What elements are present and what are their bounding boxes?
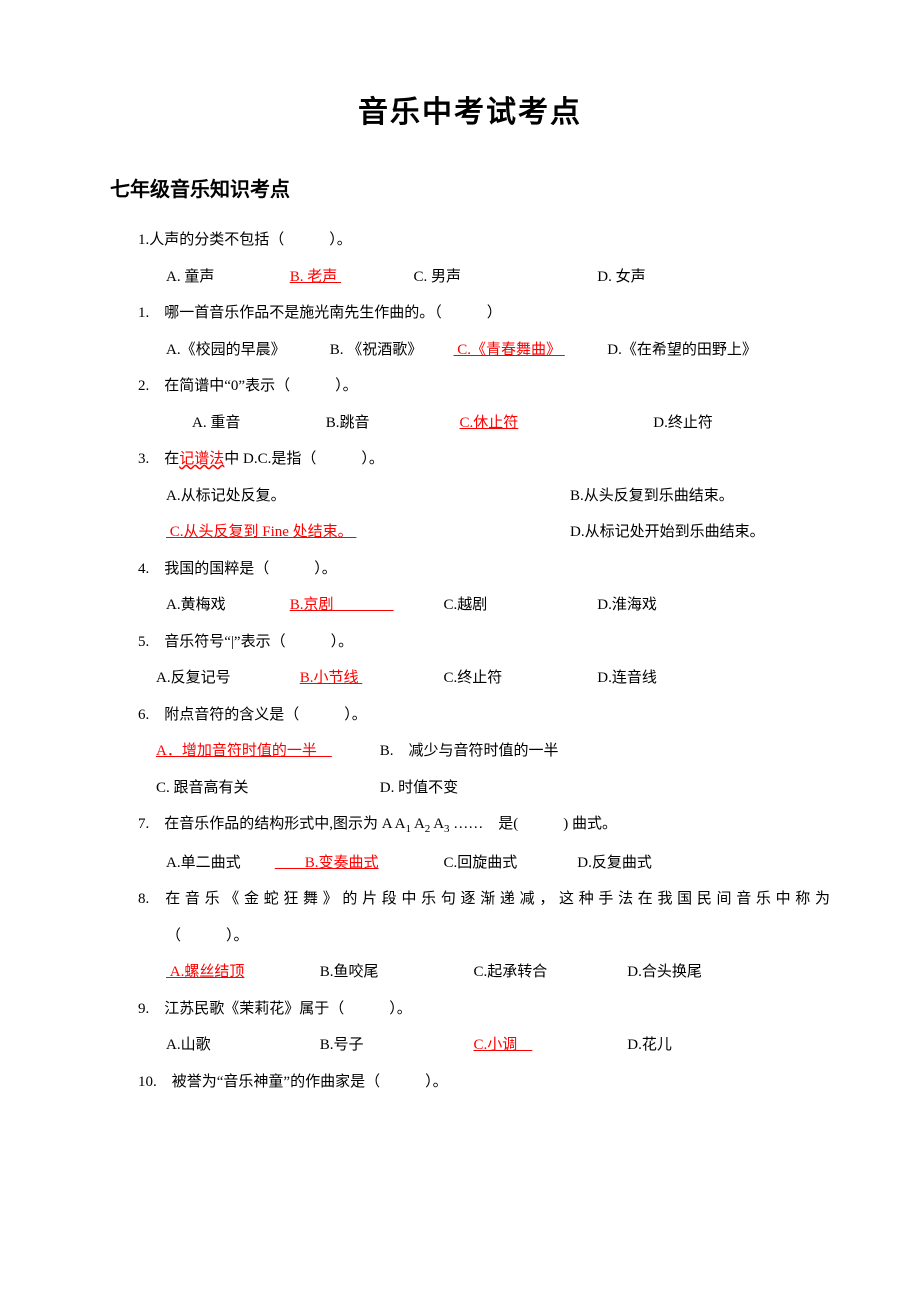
q1-b-answer: B. 老声: [290, 266, 410, 289]
q5-options: A.黄梅戏 B.京剧 C.越剧 D.淮海戏: [138, 594, 830, 617]
q10-options: A.山歌 B.号子 C.小调 D.花儿: [138, 1034, 830, 1057]
q8-m1: A: [411, 816, 425, 832]
q9-stem-l1: 8. 在 音 乐 《 金 蛇 狂 舞 》 的 片 段 中 乐 句 逐 渐 递 减…: [138, 888, 830, 911]
q8-m2: A: [430, 816, 444, 832]
q6-options: A.反复记号 B.小节线 C.终止符 D.连音线: [138, 667, 830, 690]
q9-a-answer: A.螺丝结顶: [166, 961, 316, 984]
q8-a: A.单二曲式: [166, 852, 271, 875]
q4-row1: A.从标记处反复。 B.从头反复到乐曲结束。: [138, 485, 830, 508]
q6-stem: 5. 音乐符号“|”表示（ ）。: [138, 631, 830, 654]
q7-a-answer: A．增加音符时值的一半: [156, 740, 376, 763]
q1-a: A. 童声: [166, 266, 286, 289]
q9-options: A.螺丝结顶 B.鱼咬尾 C.起承转合 D.合头换尾: [138, 961, 830, 984]
q8-b-answer: B.变奏曲式: [275, 852, 440, 875]
q10-a: A.山歌: [166, 1034, 316, 1057]
q4-link: 记谱法: [179, 451, 224, 467]
q5-a: A.黄梅戏: [166, 594, 286, 617]
q8-pre: 7. 在音乐作品的结构形式中,图示为 A A: [138, 816, 406, 832]
q10-c-answer: C.小调: [474, 1034, 624, 1057]
q11-stem: 10. 被誉为“音乐神童”的作曲家是（ ）。: [138, 1071, 830, 1094]
q8-stem: 7. 在音乐作品的结构形式中,图示为 A A1 A2 A3 …… 是( ) 曲式…: [138, 813, 830, 838]
q4-a: A.从标记处反复。: [166, 485, 486, 508]
q3-c-answer: C.休止符: [460, 412, 650, 435]
q4-b: B.从头反复到乐曲结束。: [570, 485, 830, 508]
q9-d: D.合头换尾: [627, 961, 702, 984]
q8-post: …… 是( ) 曲式。: [450, 816, 618, 832]
question-6: 5. 音乐符号“|”表示（ ）。 A.反复记号 B.小节线 C.终止符 D.连音…: [110, 631, 830, 690]
q4-row2: C.从头反复到 Fine 处结束。 D.从标记处开始到乐曲结束。: [138, 521, 830, 544]
question-8: 7. 在音乐作品的结构形式中,图示为 A A1 A2 A3 …… 是( ) 曲式…: [110, 813, 830, 874]
q1-stem: 1.人声的分类不包括（ ）。: [138, 229, 830, 252]
q5-c: C.越剧: [444, 594, 594, 617]
question-11: 10. 被誉为“音乐神童”的作曲家是（ ）。: [110, 1071, 830, 1094]
q5-d: D.淮海戏: [597, 594, 657, 617]
q7-c: C. 跟音高有关: [156, 777, 376, 800]
q9-stem-l2: （ ）。: [138, 925, 830, 948]
q8-options: A.单二曲式 B.变奏曲式 C.回旋曲式 D.反复曲式: [138, 852, 830, 875]
q2-stem: 1. 哪一首音乐作品不是施光南先生作曲的。（ ）: [138, 302, 830, 325]
question-2: 1. 哪一首音乐作品不是施光南先生作曲的。（ ） A.《校园的早晨》 B. 《祝…: [110, 302, 830, 361]
q5-stem: 4. 我国的国粹是（ ）。: [138, 558, 830, 581]
q7-d: D. 时值不变: [380, 777, 458, 800]
q4-stem: 3. 在记谱法中 D.C.是指（ ）。: [138, 448, 830, 471]
q7-row2: C. 跟音高有关 D. 时值不变: [138, 777, 830, 800]
q10-stem: 9. 江苏民歌《茉莉花》属于（ ）。: [138, 998, 830, 1021]
q1-options: A. 童声 B. 老声 C. 男声 D. 女声: [138, 266, 830, 289]
q4-post: 中 D.C.是指（ ）。: [224, 451, 384, 467]
q4-c-answer: C.从头反复到 Fine 处结束。: [166, 521, 486, 544]
q8-c: C.回旋曲式: [444, 852, 574, 875]
q7-b: B. 减少与音符时值的一半: [380, 740, 559, 763]
q2-b: B. 《祝酒歌》: [330, 339, 450, 362]
question-4: 3. 在记谱法中 D.C.是指（ ）。 A.从标记处反复。 B.从头反复到乐曲结…: [110, 448, 830, 544]
q4-d: D.从标记处开始到乐曲结束。: [570, 521, 830, 544]
q10-d: D.花儿: [627, 1034, 672, 1057]
q3-b: B.跳音: [326, 412, 456, 435]
q3-stem: 2. 在简谱中“0”表示（ ）。: [138, 375, 830, 398]
q2-options: A.《校园的早晨》 B. 《祝酒歌》 C.《青春舞曲》 D.《在希望的田野上》: [138, 339, 830, 362]
q3-d: D.终止符: [653, 412, 713, 435]
q3-a: A. 重音: [192, 412, 322, 435]
doc-title: 音乐中考试考点: [110, 90, 830, 135]
q6-b-answer: B.小节线: [300, 667, 440, 690]
question-5: 4. 我国的国粹是（ ）。 A.黄梅戏 B.京剧 C.越剧 D.淮海戏: [110, 558, 830, 617]
q3-options: A. 重音 B.跳音 C.休止符 D.终止符: [138, 412, 830, 435]
q5-b-answer: B.京剧: [290, 594, 440, 617]
q9-b: B.鱼咬尾: [320, 961, 470, 984]
question-7: 6. 附点音符的含义是（ ）。 A．增加音符时值的一半 B. 减少与音符时值的一…: [110, 704, 830, 800]
q8-d: D.反复曲式: [577, 852, 652, 875]
q4-pre: 3. 在: [138, 451, 179, 467]
q10-b: B.号子: [320, 1034, 470, 1057]
question-3: 2. 在简谱中“0”表示（ ）。 A. 重音 B.跳音 C.休止符 D.终止符: [110, 375, 830, 434]
section-subtitle: 七年级音乐知识考点: [110, 175, 830, 205]
q1-c: C. 男声: [414, 266, 594, 289]
question-9: 8. 在 音 乐 《 金 蛇 狂 舞 》 的 片 段 中 乐 句 逐 渐 递 减…: [110, 888, 830, 984]
q7-row1: A．增加音符时值的一半 B. 减少与音符时值的一半: [138, 740, 830, 763]
q2-d: D.《在希望的田野上》: [607, 339, 757, 362]
q9-c: C.起承转合: [474, 961, 624, 984]
q7-stem: 6. 附点音符的含义是（ ）。: [138, 704, 830, 727]
question-1: 1.人声的分类不包括（ ）。 A. 童声 B. 老声 C. 男声 D. 女声: [110, 229, 830, 288]
q6-d: D.连音线: [597, 667, 657, 690]
q2-a: A.《校园的早晨》: [166, 339, 326, 362]
q6-a: A.反复记号: [156, 667, 296, 690]
question-10: 9. 江苏民歌《茉莉花》属于（ ）。 A.山歌 B.号子 C.小调 D.花儿: [110, 998, 830, 1057]
q1-d: D. 女声: [597, 266, 645, 289]
q2-c-answer: C.《青春舞曲》: [454, 339, 604, 362]
q6-c: C.终止符: [444, 667, 594, 690]
